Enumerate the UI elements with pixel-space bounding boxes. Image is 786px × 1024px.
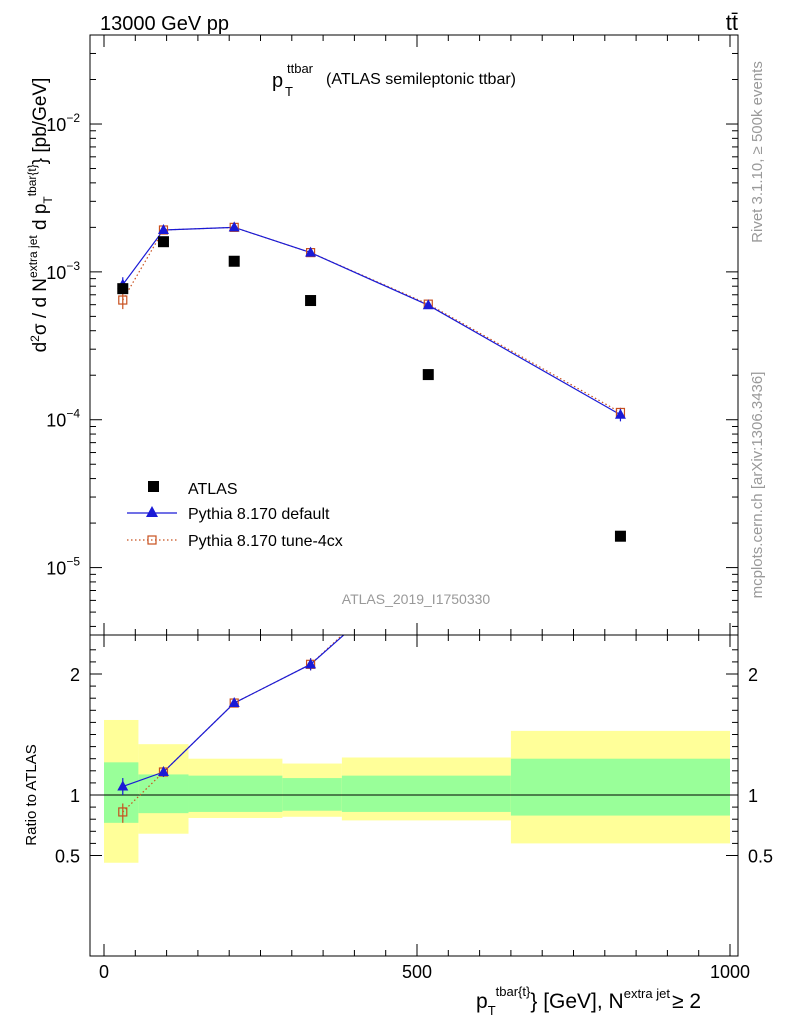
point-tune4cx	[118, 295, 128, 305]
ratio-point-default	[228, 697, 240, 708]
ratio-point-default	[423, 554, 434, 564]
ratio-ytick-label-left: 2	[70, 665, 80, 685]
ratio-xtick-label: 0	[99, 962, 109, 982]
point-default	[157, 223, 169, 234]
series-line-tune4cx	[122, 226, 621, 413]
point-atlas	[117, 283, 129, 295]
ratio-band-inner	[282, 778, 342, 811]
ratio-ytick-label-right: 0.5	[748, 847, 773, 867]
side-label-bottom: mcplots.cern.ch [arXiv:1306.3436]	[749, 372, 766, 599]
main-ytick-label: 10−4	[46, 407, 80, 431]
ratio-xtick-label: 1000	[710, 962, 750, 982]
main-ytick-label: 10−5	[46, 555, 80, 579]
ratio-band-inner	[341, 775, 511, 812]
plot-title-rest: (ATLAS semileptonic ttbar)	[326, 71, 516, 88]
ratio-ylabel: Ratio to ATLAS	[23, 744, 40, 845]
ratio-point-default	[305, 658, 317, 669]
legend: ATLAS Pythia 8.170 default Pythia 8.170 …	[127, 481, 343, 550]
legend-marker-tune4cx	[147, 535, 157, 545]
ratio-point-tune4cx	[424, 551, 432, 559]
point-default	[228, 221, 240, 232]
legend-marker-atlas	[148, 481, 159, 492]
ratio-ytick-label-right: 2	[748, 665, 758, 685]
legend-label-atlas: ATLAS	[188, 481, 238, 498]
point-atlas	[422, 369, 434, 381]
main-panel: 10−2 10−3 10−4 10−5 p T ttbar (ATLAS semile…	[25, 34, 739, 636]
ratio-band-inner	[138, 774, 189, 814]
header-left: 13000 GeV pp	[100, 13, 229, 35]
legend-marker-default	[146, 506, 158, 517]
header-right: tt̄	[726, 10, 738, 35]
ratio-panel: 2 2 1 1 0.5 0.5 0 500 1000 Ratio to ATLAS pTtbar…	[23, 89, 773, 1018]
ratio-xlabel: pTtbar{t}} [GeV], Nextra jet≥ 2	[476, 984, 701, 1018]
analysis-watermark: ATLAS_2019_I1750330	[342, 591, 491, 607]
side-label-top: Rivet 3.1.10, ≥ 500k events	[749, 61, 766, 243]
legend-label-default: Pythia 8.170 default	[188, 506, 330, 523]
main-ytick-label: 10−3	[46, 259, 80, 283]
point-default	[614, 408, 626, 419]
ratio-band-inner	[104, 762, 139, 823]
plot-title-sub: T	[285, 84, 293, 99]
point-atlas	[228, 255, 240, 267]
ratio-ytick-label-left: 0.5	[55, 847, 80, 867]
main-ytick-label: 10−2	[46, 111, 80, 135]
legend-label-tune4cx: Pythia 8.170 tune-4cx	[188, 533, 343, 550]
point-atlas	[614, 530, 626, 542]
ratio-line-default	[122, 635, 345, 788]
point-default	[422, 299, 434, 310]
ratio-xtick-label: 500	[402, 962, 432, 982]
series-line-default	[122, 226, 621, 416]
ratio-point-default	[157, 766, 169, 777]
ratio-band-inner	[510, 758, 730, 816]
ratio-line-tune4cx	[122, 635, 344, 813]
ratio-ytick-label-left: 1	[70, 786, 80, 806]
plot-title: p	[272, 70, 283, 92]
ratio-band-inner	[188, 775, 283, 812]
ratio-point-default	[117, 780, 129, 791]
ratio-ytick-label-right: 1	[748, 786, 758, 806]
main-ylabel: d2σ / d Nextra jet d pTtbar{t}} [pb/GeV]	[25, 78, 55, 353]
ratio-point-default	[615, 111, 626, 121]
plot-title-sup: ttbar	[287, 61, 314, 76]
point-atlas	[157, 236, 169, 248]
point-default	[305, 246, 317, 257]
point-atlas	[305, 295, 317, 307]
ratio-point-tune4cx	[616, 89, 624, 97]
ratio-point-tune4cx	[118, 807, 128, 817]
